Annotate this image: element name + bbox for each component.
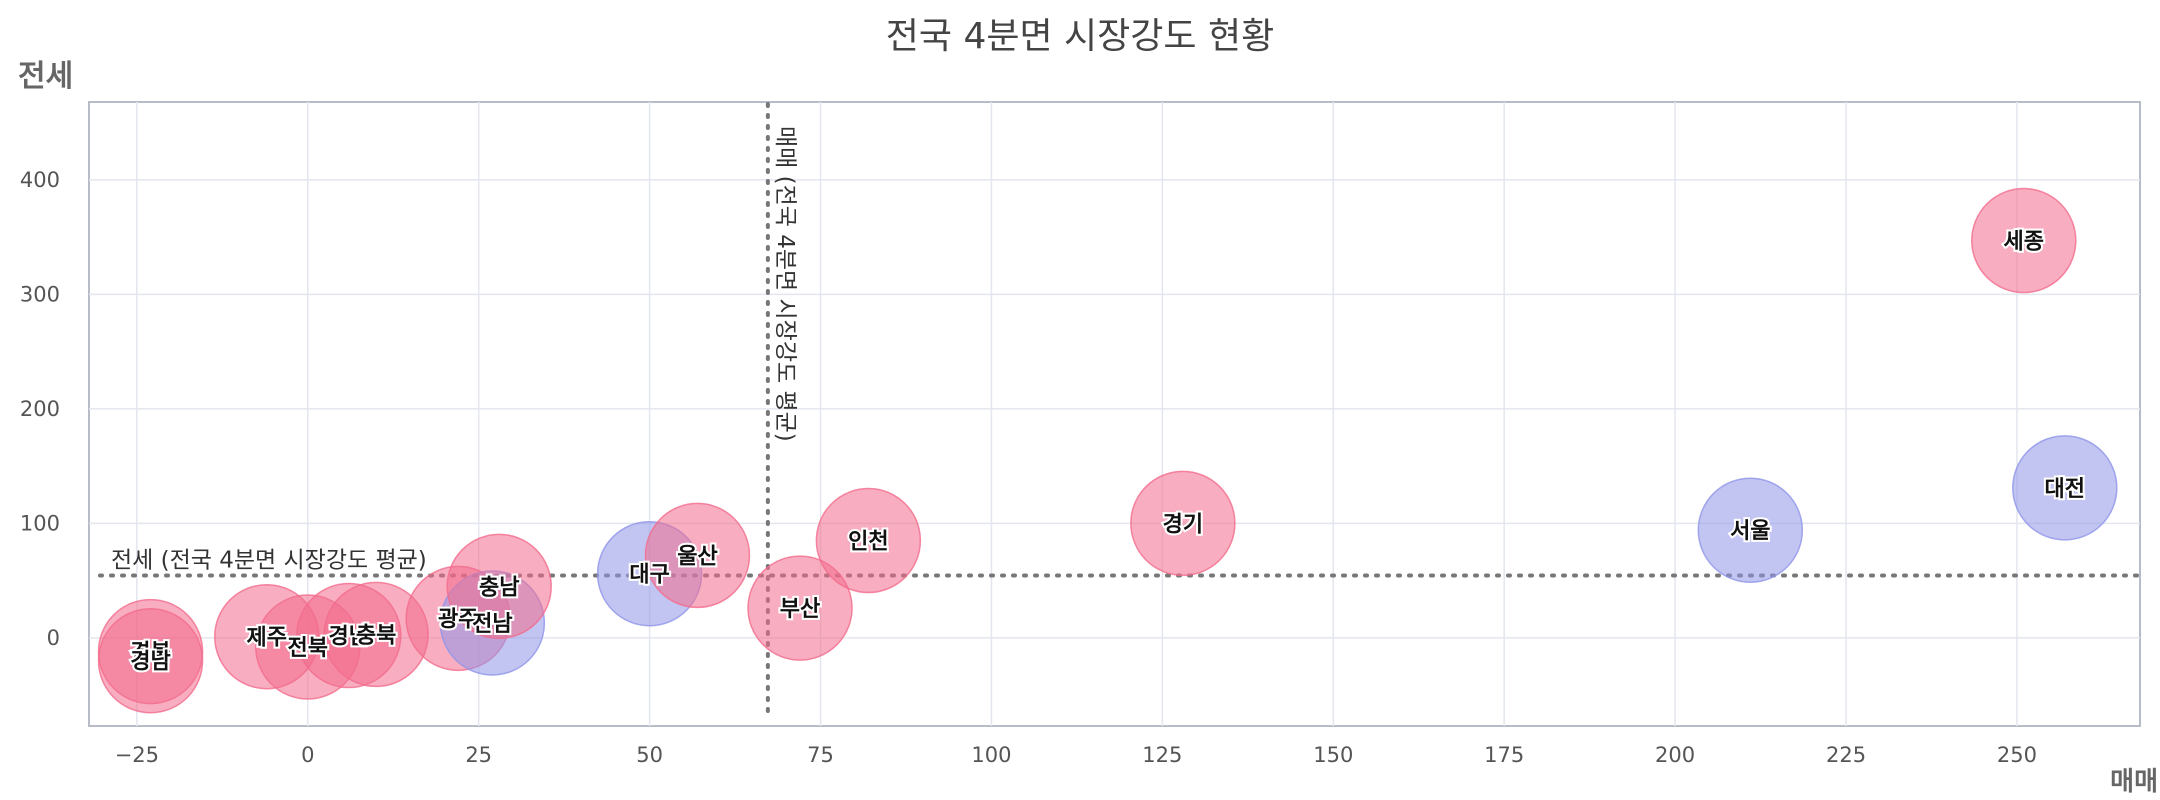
y-tick-label: 200	[20, 397, 60, 421]
x-tick-label: 0	[301, 743, 314, 767]
x-axis-title: 매매	[2110, 767, 2158, 797]
x-mean-label: 매매 (전국 4분면 시장강도 평균)	[772, 126, 798, 442]
bubble-서울	[1697, 477, 1804, 583]
bubble-label: 경남	[130, 650, 170, 675]
bubble-label: 전남	[472, 612, 512, 637]
x-tick-label: 100	[971, 743, 1011, 767]
bubble-label: 제주	[247, 626, 287, 651]
bubble-label: 전북	[288, 636, 328, 661]
bubble-label: 대구	[629, 563, 669, 588]
y-tick-label: 300	[20, 282, 60, 306]
bubble-label: 부산	[780, 597, 820, 622]
bubble-label: 충남	[479, 575, 519, 600]
x-tick-label: 50	[636, 743, 663, 767]
y-tick-label: 0	[47, 626, 60, 650]
y-mean-label: 전세 (전국 4분면 시장강도 평균)	[111, 547, 427, 573]
bubble-label: 울산	[677, 544, 717, 569]
x-tick-label: 150	[1313, 743, 1353, 767]
y-tick-label: 400	[20, 168, 60, 192]
bubble-label: 대전	[2045, 477, 2085, 502]
y-axis-title: 전세	[18, 59, 73, 94]
tick-labels: −25 0 25 50 75 100 125 150 175 200 225 250 0 100 200 30…	[20, 168, 2037, 767]
bubble-경기	[1130, 470, 1236, 577]
chart-title: 전국 4분면 시장강도 현황	[886, 16, 1274, 57]
x-tick-label: 250	[1997, 743, 2037, 767]
bubble-세종	[1971, 187, 2077, 294]
x-tick-label: −25	[115, 743, 159, 767]
bubble-label: 인천	[848, 530, 888, 555]
bubble-label: 광주	[438, 607, 478, 632]
bubble-부산	[747, 555, 853, 661]
bubble-대전	[2012, 435, 2118, 541]
bubble-울산	[644, 502, 751, 609]
bubble-충남	[446, 533, 552, 640]
bubble-인천	[815, 487, 922, 594]
x-tick-label: 75	[807, 743, 834, 767]
bubbles	[97, 187, 2118, 714]
bubble-label: 서울	[1730, 519, 1770, 544]
x-tick-label: 175	[1484, 743, 1524, 767]
x-tick-label: 200	[1655, 743, 1695, 767]
bubble-label: 경북	[130, 641, 170, 666]
x-tick-label: 225	[1826, 743, 1866, 767]
bubble-label: 세종	[2004, 230, 2044, 255]
x-tick-label: 125	[1142, 743, 1182, 767]
bubble-label: 충북	[356, 623, 396, 648]
x-tick-label: 25	[465, 743, 492, 767]
bubble-label: 경남	[329, 625, 369, 650]
y-tick-label: 100	[20, 511, 60, 535]
bubble-경남	[97, 607, 204, 714]
bubble-label: 경기	[1163, 512, 1203, 537]
